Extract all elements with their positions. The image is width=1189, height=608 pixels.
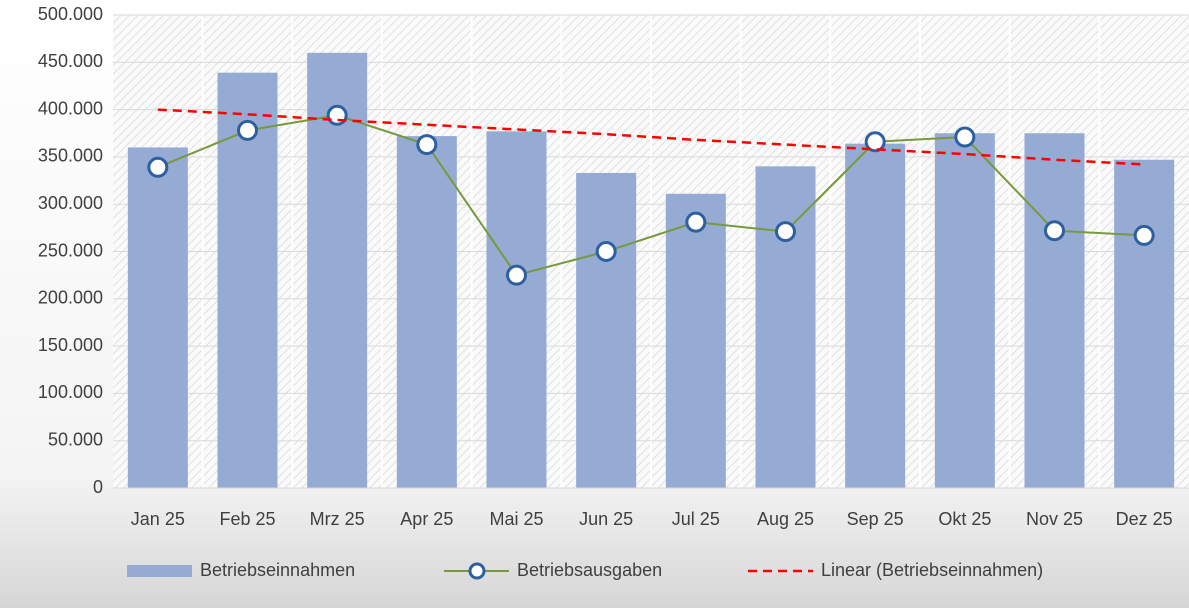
y-tick-label: 50.000 [48,429,103,449]
bar [217,72,278,489]
marker [595,241,617,262]
bar [665,193,726,488]
x-tick-label: Aug 25 [757,509,814,529]
x-tick-label: Dez 25 [1116,509,1173,529]
y-tick-label: 500.000 [38,4,103,24]
marker [775,221,796,243]
marker [416,134,438,156]
x-tick-label: Okt 25 [938,509,991,529]
marker [954,126,976,148]
legend-label: Betriebsausgaben [517,560,662,580]
marker [864,131,886,153]
line [157,114,1145,277]
x-tick-label: Jun 25 [579,509,633,529]
legend-label: Betriebseinnahmen [200,560,355,580]
bar [1114,159,1175,488]
x-tick-label: Jan 25 [131,509,185,529]
legend-swatch [127,565,192,577]
marker [237,119,258,141]
marker [506,264,527,286]
y-tick-label: 100.000 [38,382,103,402]
marker [1133,224,1155,246]
marker [1044,220,1065,242]
y-tick-label: 350.000 [38,146,103,166]
x-tick-label: Feb 25 [219,509,275,529]
x-tick-label: Sep 25 [847,509,904,529]
bar [486,131,547,488]
legend-marker [468,562,486,580]
bar [934,133,995,488]
bar [127,147,188,488]
x-tick-label: Nov 25 [1026,509,1083,529]
bar [576,172,637,488]
x-tick-label: Jul 25 [672,509,720,529]
y-tick-label: 200.000 [38,288,103,308]
y-tick-label: 450.000 [38,51,103,71]
bar [396,136,457,488]
x-tick-label: Mai 25 [489,509,543,529]
y-tick-label: 0 [93,477,103,497]
x-tick-label: Mrz 25 [310,509,365,529]
bar [755,166,816,489]
marker [685,211,707,233]
x-tick-label: Apr 25 [400,509,453,529]
y-tick-label: 400.000 [38,98,103,118]
y-tick-label: 150.000 [38,335,103,355]
y-tick-label: 250.000 [38,240,103,260]
bar [845,143,906,488]
legend-label: Linear (Betriebseinnahmen) [821,560,1043,580]
marker [147,156,169,178]
bar [1024,133,1085,488]
y-tick-label: 300.000 [38,193,103,213]
